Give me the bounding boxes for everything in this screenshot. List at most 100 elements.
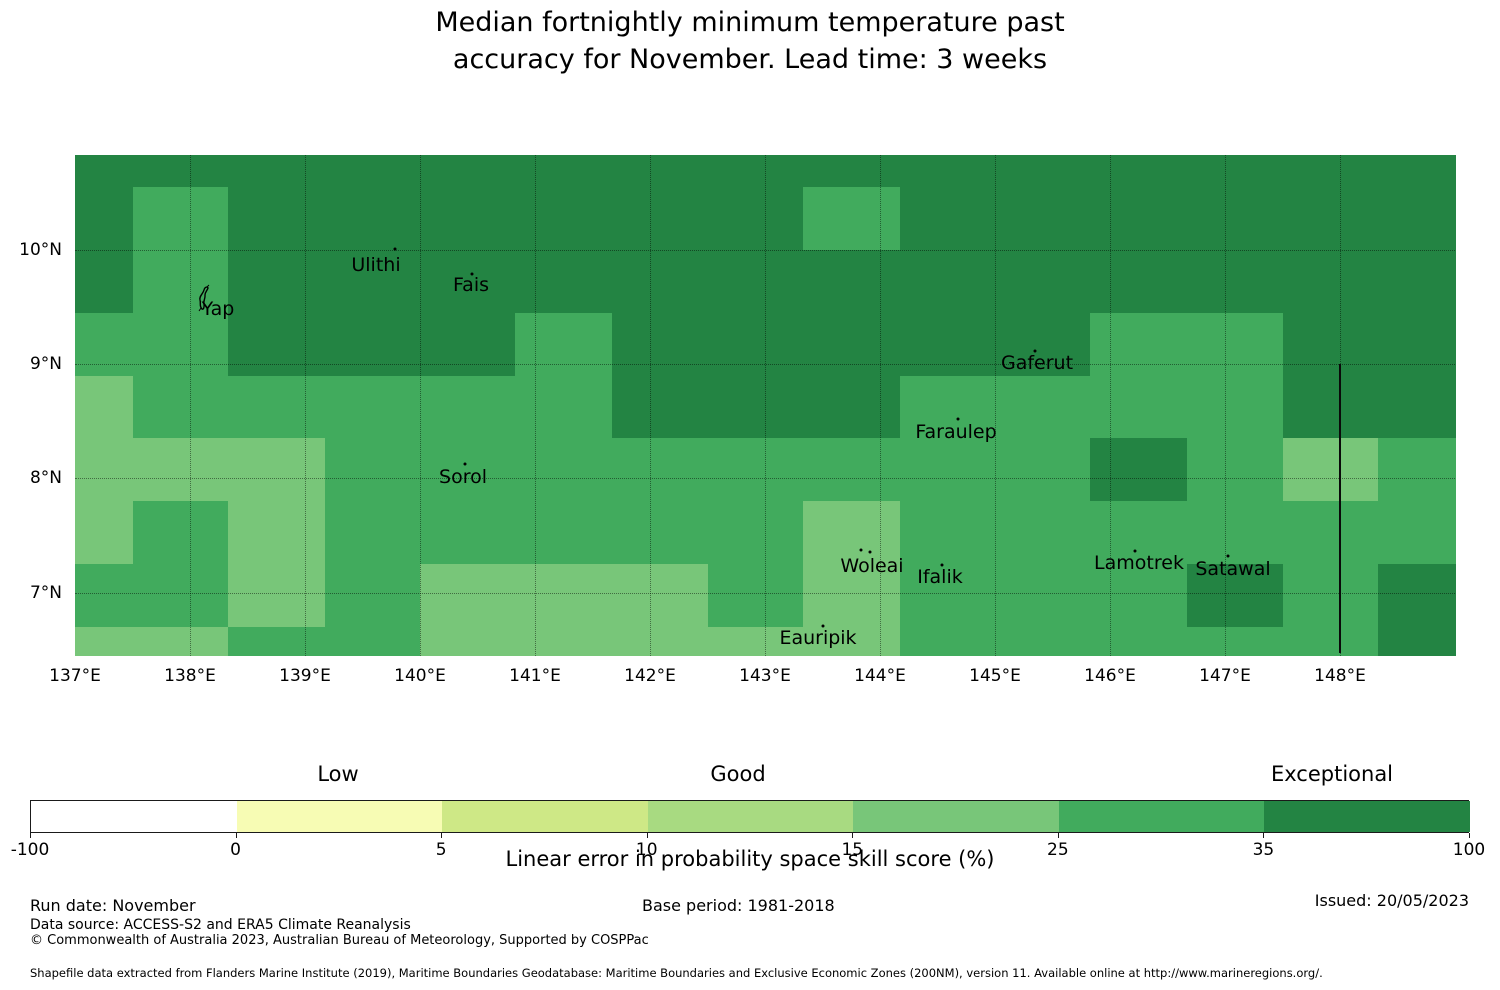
heatmap-cell <box>132 312 229 377</box>
graticule-parallel <box>75 478 1455 480</box>
graticule-parallel <box>75 249 1455 251</box>
heatmap-cell <box>75 564 134 628</box>
heatmap-cell <box>132 564 229 628</box>
heatmap-cell <box>1377 155 1456 188</box>
x-tick-label: 139°E <box>279 666 331 686</box>
x-tick-label: 147°E <box>1199 666 1251 686</box>
heatmap-cell <box>227 249 326 314</box>
colorbar-segment <box>1058 801 1265 832</box>
graticule-meridian <box>995 155 996 656</box>
heatmap-cell <box>802 627 901 657</box>
heatmap-cell <box>1187 627 1284 657</box>
heatmap-cell <box>420 438 517 502</box>
heatmap-cell <box>1282 249 1379 314</box>
colorbar-tick-mark <box>441 833 443 838</box>
heatmap-cell <box>612 564 709 628</box>
heatmap-cell <box>707 249 804 314</box>
island-location-dot <box>463 462 467 466</box>
heatmap-cell <box>420 627 517 657</box>
heatmap-cell <box>995 438 1092 502</box>
colorbar-tick-label: 0 <box>230 840 241 860</box>
island-location-dot <box>1033 349 1037 353</box>
heatmap-cell <box>612 155 709 188</box>
heatmap-cell <box>1377 312 1456 377</box>
colorbar-axis-label: Linear error in probability space skill … <box>505 847 995 871</box>
heatmap-cell <box>324 564 421 628</box>
x-tick-label: 145°E <box>969 666 1021 686</box>
heatmap-cell <box>1282 155 1379 188</box>
heatmap-cell <box>324 627 421 657</box>
graticule-meridian <box>650 155 651 656</box>
island-location-dot <box>859 548 863 552</box>
heatmap-cell <box>1090 501 1188 565</box>
y-tick-label: 9°N <box>29 354 62 375</box>
colorbar-quality-label: Exceptional <box>1270 762 1394 786</box>
heatmap-cell <box>1090 438 1188 502</box>
heatmap-cell <box>612 627 709 657</box>
heatmap-cell <box>75 375 134 440</box>
heatmap-cell <box>612 375 709 440</box>
heatmap-cell <box>132 375 229 440</box>
heatmap-cell <box>1187 564 1284 628</box>
heatmap-cell <box>707 312 804 377</box>
heatmap-cell <box>707 501 804 565</box>
island-label: Faraulep <box>915 421 997 443</box>
heatmap-cell <box>324 375 421 440</box>
heatmap-cell <box>75 501 134 565</box>
colorbar-tick-mark <box>852 833 854 838</box>
island-label: Woleai <box>840 555 904 577</box>
heatmap-cell <box>899 155 996 188</box>
heatmap-cell <box>899 312 996 377</box>
graticule-parallel <box>75 592 1455 594</box>
island-location-dot <box>940 563 944 567</box>
heatmap-cell <box>227 312 326 377</box>
graticule-meridian <box>1225 155 1226 656</box>
colorbar-segment <box>236 801 443 832</box>
run-date-text: Run date: November <box>30 896 196 915</box>
heatmap-cell <box>1090 312 1188 377</box>
heatmap-cell <box>707 187 804 251</box>
heatmap-cell <box>995 187 1092 251</box>
y-tick-label: 10°N <box>19 239 62 260</box>
heatmap-cell <box>995 375 1092 440</box>
colorbar-tick-mark <box>30 833 31 838</box>
colorbar-tick-mark <box>1469 833 1470 838</box>
heatmap-cell <box>802 249 901 314</box>
heatmap-cell <box>995 564 1092 628</box>
colorbar-tick-mark <box>235 833 237 838</box>
x-tick-label: 142°E <box>624 666 676 686</box>
heatmap-cell <box>1187 438 1284 502</box>
heatmap-cell <box>515 564 613 628</box>
heatmap-cell <box>899 564 996 628</box>
heatmap-cell <box>420 249 517 314</box>
heatmap-cell <box>707 155 804 188</box>
heatmap-cell <box>707 564 804 628</box>
heatmap-cell <box>802 187 901 251</box>
heatmap-cell <box>324 312 421 377</box>
heatmap-cell <box>324 187 421 251</box>
heatmap-cell <box>1377 375 1456 440</box>
colorbar-quality-label: Low <box>317 762 359 786</box>
heatmap-cell <box>1377 627 1456 657</box>
heatmap-cell <box>132 187 229 251</box>
island-location-dot <box>868 550 872 554</box>
island-label: Ifalik <box>917 566 963 588</box>
colorbar-quality-label: Good <box>710 762 766 786</box>
x-tick-label: 137°E <box>49 666 101 686</box>
island-label: Sorol <box>439 466 487 488</box>
heatmap-cell <box>1377 438 1456 502</box>
island-label: Gaferut <box>1000 352 1074 374</box>
heatmap-cell <box>1187 187 1284 251</box>
heatmap-cell <box>899 501 996 565</box>
island-label: Satawal <box>1195 558 1271 580</box>
issued-date-text: Issued: 20/05/2023 <box>1314 891 1469 910</box>
y-tick-label: 8°N <box>29 468 62 489</box>
colorbar-tick-label: 25 <box>1047 840 1069 860</box>
heatmap-cell <box>1377 564 1456 628</box>
x-tick-label: 140°E <box>394 666 446 686</box>
heatmap-cell <box>612 501 709 565</box>
heatmap-cell <box>227 375 326 440</box>
x-tick-label: 143°E <box>739 666 791 686</box>
heatmap-cell <box>324 438 421 502</box>
heatmap-cell <box>899 375 996 440</box>
